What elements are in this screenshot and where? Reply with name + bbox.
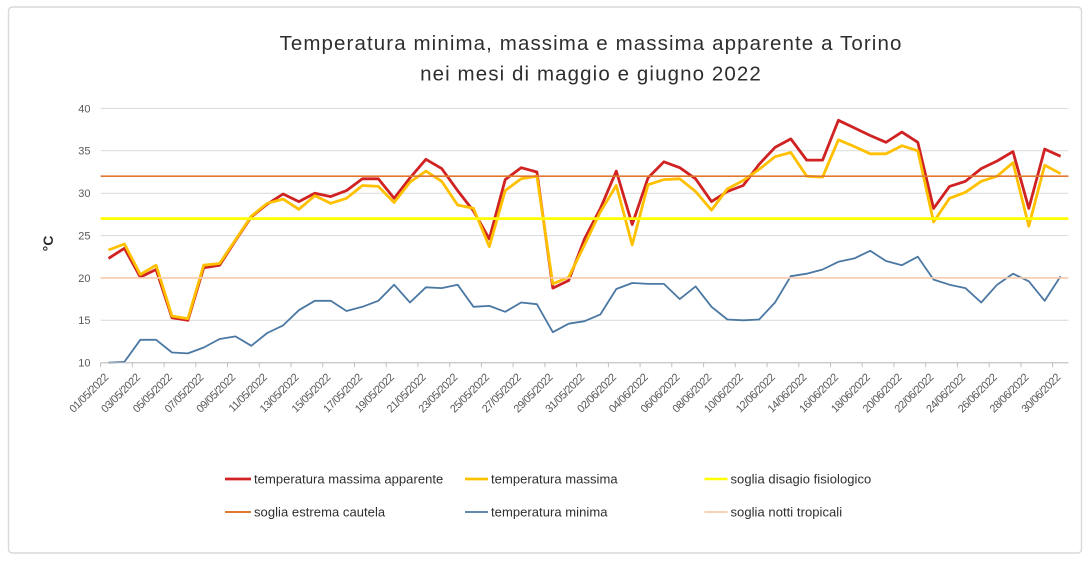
svg-text:25: 25 — [78, 231, 90, 243]
svg-text:40: 40 — [78, 103, 90, 115]
svg-text:soglia notti tropicali: soglia notti tropicali — [731, 505, 843, 520]
svg-text:nei mesi di maggio e giugno 20: nei mesi di maggio e giugno 2022 — [420, 63, 762, 86]
svg-text:30: 30 — [78, 188, 90, 200]
svg-text:soglia estrema cautela: soglia estrema cautela — [254, 505, 386, 520]
svg-text:35: 35 — [78, 146, 90, 158]
svg-text:soglia disagio fisiologico: soglia disagio fisiologico — [731, 472, 872, 487]
svg-text:temperatura massima apparente: temperatura massima apparente — [254, 472, 443, 487]
svg-text:15: 15 — [78, 315, 90, 327]
svg-text:temperatura massima: temperatura massima — [491, 472, 618, 487]
svg-text:Temperatura minima, massima e: Temperatura minima, massima e massima ap… — [280, 32, 903, 55]
svg-text:temperatura minima: temperatura minima — [491, 505, 608, 520]
svg-text:°C: °C — [40, 236, 56, 252]
svg-text:10: 10 — [78, 358, 90, 370]
svg-text:20: 20 — [78, 273, 90, 285]
